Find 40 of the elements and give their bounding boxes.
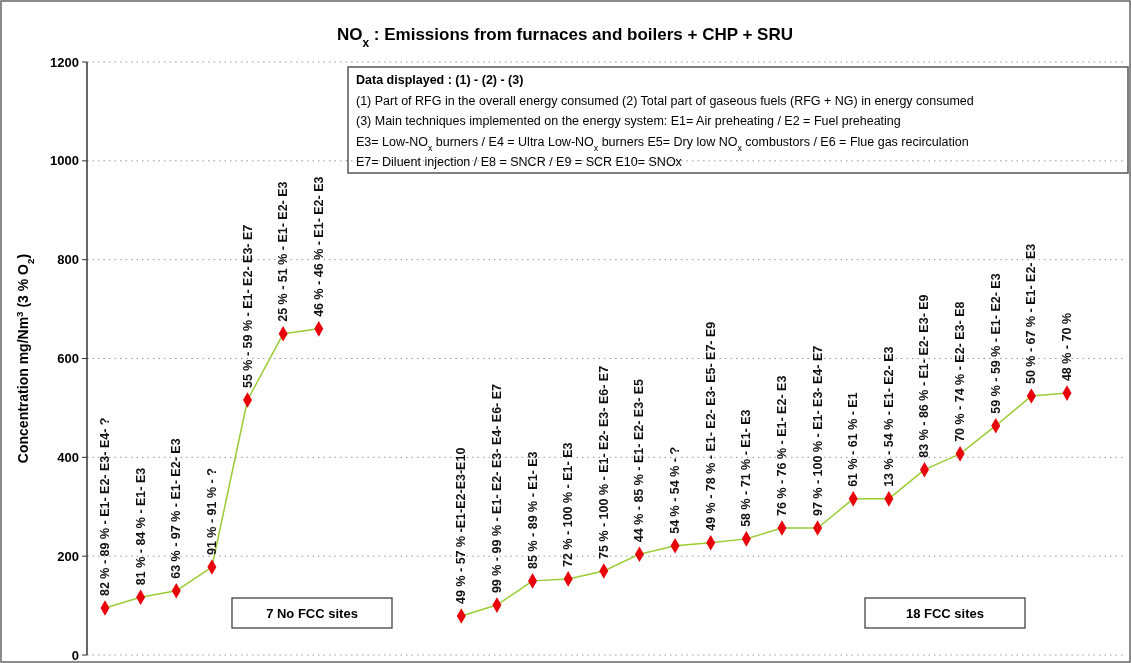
x-tick-label: 63 % - 97 % - E1- E2- E3: [169, 438, 184, 579]
x-tick-label: 75 % - 100 % - E1- E2- E3- E6- E7: [596, 365, 611, 559]
x-tick-label: 44 % - 85 % - E1- E2- E3- E5: [632, 378, 647, 543]
x-tick-label: 58 % - 71 % - E1- E3: [739, 409, 754, 527]
y-tick-label: 400: [57, 449, 79, 465]
annotation: 7 No FCC sites: [266, 605, 358, 621]
x-tick-label: 48 % - 70 %: [1060, 313, 1074, 382]
x-tick-label: 76 % - 76 % - E1- E2- E3: [774, 375, 789, 516]
annotation: E3= Low-NO$_{x}$ burners / E4 = Ultra Low-NO$_{x}$ burners E5= Dry low NO$_{x}$ combustors / E6 = Flue gas recirculation: [356, 134, 969, 153]
chart-title: NO$_{x}$ : Emissions from furnaces and boilers + CHP + SRU: [337, 25, 793, 50]
annotation: Data displayed : (1) - (2) - (3): [356, 73, 524, 87]
y-tick-label: 0: [71, 647, 79, 663]
x-tick-label: 46 % - 46 % - E1- E2- E3: [311, 176, 326, 317]
x-tick-label: 85 % - 89 % - E1- E3: [525, 451, 540, 569]
x-tick-label: 97 % - 100 % - E1- E3- E4- E7: [810, 345, 825, 516]
y-tick-label: 800: [57, 252, 79, 268]
x-tick-label: 82 % - 89 % - E1- E2- E3- E4- ?: [98, 417, 112, 597]
annotation: E7= Diluent injection / E8 = SNCR / E9 = SCR E10= SNOx: [356, 155, 683, 169]
y-tick-label: 1000: [50, 153, 79, 169]
x-tick-label: 91 % - 91 % - ?: [204, 468, 219, 556]
x-tick-label: 59 % - 59 % - E1- E2- E3: [988, 273, 1003, 414]
x-tick-label: 55 % - 59 % - E1- E2- E3- E7: [240, 224, 255, 389]
x-tick-label: 70 % - 74 % - E2- E3- E8: [953, 301, 968, 442]
x-tick-label: 72 % - 100 % - E1- E3: [561, 442, 576, 567]
x-tick-label: 54 % - 54 % - ?: [668, 446, 683, 534]
x-tick-label: 50 % - 67 % - E1- E2- E3: [1024, 243, 1039, 385]
y-tick-label: 600: [57, 351, 79, 367]
x-tick-label: 83 % - 86 % - E1- E2- E3- E9: [917, 294, 932, 458]
x-tick-label: 61 % - 61 % - E1: [846, 392, 861, 487]
x-tick-label: 81 % - 84 % - E1- E3: [133, 467, 148, 586]
x-tick-label: 49 % - 57 % -E1-E2-E3-E10: [454, 447, 469, 604]
y-tick-label: 200: [57, 548, 79, 564]
x-tick-label: 99 % - 99 % - E1- E2- E3- E4- E6- E7: [489, 383, 504, 594]
annotation: (1) Part of RFG in the overall energy consumed (2) Total part of gaseous fuels (RFG + NG) in energy consumed: [356, 93, 974, 108]
y-tick-label: 1200: [50, 54, 79, 70]
x-tick-label: 13 % - 54 % - E1- E2- E3: [881, 346, 896, 487]
x-tick-label: 25 % - 51 % - E1- E2- E3: [276, 181, 291, 322]
annotation: (3) Main techniques implemented on the energy system: E1= Air preheating / E2 = Fuel preheating: [356, 114, 901, 128]
annotation: 18 FCC sites: [905, 605, 985, 621]
x-tick-label: 49 % - 78 % - E1- E2- E3- E5- E7- E9: [703, 321, 718, 531]
